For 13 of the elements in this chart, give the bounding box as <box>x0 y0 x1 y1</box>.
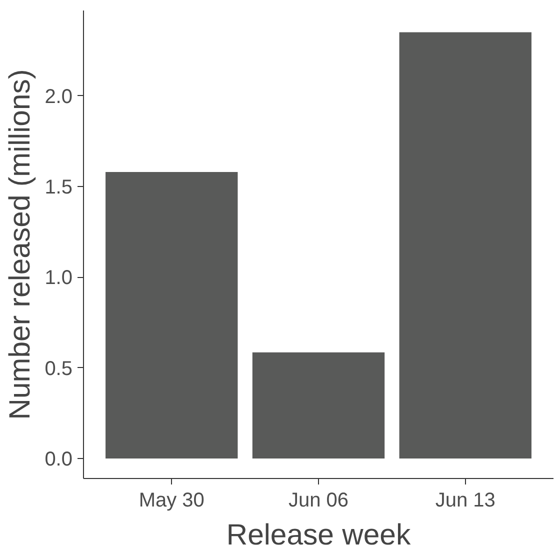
bar <box>399 32 532 459</box>
y-tick-label: 1.5 <box>44 176 73 198</box>
bar <box>252 352 385 459</box>
x-axis-title: Release week <box>226 518 411 552</box>
y-axis-title: Number released (millions) <box>4 69 37 420</box>
x-tick-label: Jun 06 <box>288 490 349 512</box>
y-tick-label: 0.0 <box>44 448 73 471</box>
y-tick-label: 2.0 <box>44 86 73 108</box>
y-tick-label: 0.5 <box>44 358 73 380</box>
bar <box>106 172 238 459</box>
y-tick-label: 1.0 <box>44 267 73 290</box>
x-tick-label: Jun 13 <box>435 490 496 512</box>
x-tick-label: May 30 <box>138 490 204 512</box>
